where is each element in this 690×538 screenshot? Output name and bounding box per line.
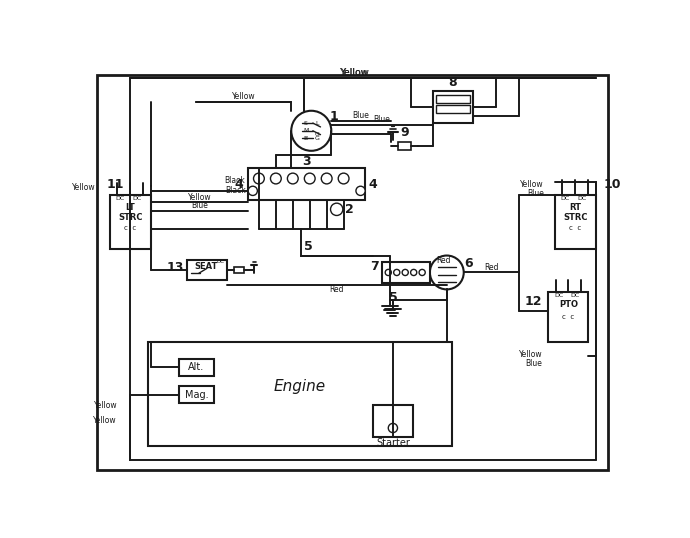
Text: 12: 12 bbox=[525, 295, 542, 308]
Text: 3: 3 bbox=[302, 155, 311, 168]
Text: 4: 4 bbox=[368, 178, 377, 191]
Text: 11: 11 bbox=[106, 178, 124, 191]
Text: 7: 7 bbox=[370, 260, 379, 273]
Text: G: G bbox=[315, 132, 320, 137]
Text: c  c: c c bbox=[562, 314, 575, 320]
Text: Blue: Blue bbox=[191, 201, 208, 210]
Text: L: L bbox=[316, 121, 319, 125]
Bar bbox=[373, 405, 413, 437]
Text: Yellow: Yellow bbox=[72, 183, 96, 192]
Text: DC: DC bbox=[132, 196, 142, 201]
Bar bbox=[398, 143, 411, 150]
Circle shape bbox=[248, 186, 257, 195]
Text: G: G bbox=[315, 136, 320, 141]
Text: DC: DC bbox=[570, 293, 579, 298]
Text: 1: 1 bbox=[330, 110, 339, 123]
Circle shape bbox=[394, 270, 400, 275]
Bar bbox=[235, 267, 244, 273]
Text: Mag.: Mag. bbox=[185, 390, 208, 400]
Text: RT: RT bbox=[569, 202, 582, 211]
Bar bbox=[186, 260, 226, 280]
Bar bbox=[148, 342, 452, 447]
Circle shape bbox=[304, 173, 315, 184]
Text: M: M bbox=[303, 128, 308, 133]
Circle shape bbox=[338, 173, 349, 184]
Bar bbox=[179, 359, 215, 376]
Bar bbox=[436, 105, 470, 113]
Text: Red: Red bbox=[484, 263, 499, 272]
Text: Alt.: Alt. bbox=[188, 362, 205, 372]
Bar bbox=[549, 293, 589, 342]
Circle shape bbox=[331, 203, 343, 216]
Circle shape bbox=[291, 111, 331, 151]
Bar bbox=[179, 386, 215, 404]
Text: 9: 9 bbox=[400, 126, 408, 139]
Bar bbox=[555, 195, 596, 249]
Text: Yellow: Yellow bbox=[188, 193, 211, 202]
Text: Yellow: Yellow bbox=[94, 401, 117, 410]
Text: Yellow: Yellow bbox=[232, 91, 255, 101]
Text: c  c: c c bbox=[124, 225, 137, 231]
Bar bbox=[433, 91, 473, 123]
Text: Yellow: Yellow bbox=[519, 350, 542, 359]
Circle shape bbox=[385, 270, 391, 275]
Circle shape bbox=[270, 173, 282, 184]
Text: DC: DC bbox=[217, 259, 224, 264]
Text: STRC: STRC bbox=[118, 213, 143, 222]
Text: Blue: Blue bbox=[352, 111, 369, 120]
Bar bbox=[382, 261, 430, 283]
Circle shape bbox=[388, 423, 397, 433]
Text: Red: Red bbox=[437, 256, 451, 265]
Bar bbox=[436, 95, 470, 103]
Text: 5: 5 bbox=[304, 240, 313, 253]
Text: S: S bbox=[304, 121, 308, 125]
Text: 5: 5 bbox=[388, 291, 397, 303]
Text: 13: 13 bbox=[166, 261, 184, 274]
Text: 4: 4 bbox=[235, 178, 244, 191]
Text: Engine: Engine bbox=[274, 379, 326, 394]
Text: SEAT: SEAT bbox=[195, 262, 218, 271]
Text: Yellow: Yellow bbox=[93, 416, 117, 425]
Text: B: B bbox=[304, 136, 308, 141]
Text: PTO: PTO bbox=[559, 300, 578, 309]
Text: 6: 6 bbox=[464, 257, 473, 270]
Text: DC: DC bbox=[578, 196, 587, 201]
Text: 10: 10 bbox=[604, 178, 622, 191]
Text: DC: DC bbox=[116, 196, 125, 201]
Text: Black: Black bbox=[225, 186, 246, 195]
Text: Yellow: Yellow bbox=[520, 180, 544, 189]
Circle shape bbox=[322, 173, 332, 184]
Text: LT: LT bbox=[126, 202, 135, 211]
Text: Starter: Starter bbox=[376, 438, 410, 448]
Circle shape bbox=[288, 173, 298, 184]
Text: Red: Red bbox=[329, 285, 344, 294]
Bar bbox=[248, 168, 365, 200]
Text: Black: Black bbox=[224, 175, 245, 185]
Circle shape bbox=[402, 270, 408, 275]
Circle shape bbox=[356, 186, 365, 195]
Text: c  c: c c bbox=[569, 225, 582, 231]
Text: DC: DC bbox=[561, 196, 570, 201]
Bar bbox=[110, 195, 151, 249]
Text: DC: DC bbox=[555, 293, 564, 298]
Text: STRC: STRC bbox=[563, 213, 588, 222]
Text: Blue: Blue bbox=[374, 115, 391, 124]
Circle shape bbox=[411, 270, 417, 275]
Text: Yellow: Yellow bbox=[339, 68, 368, 78]
Text: 8: 8 bbox=[448, 76, 457, 89]
Text: Blue: Blue bbox=[525, 359, 542, 368]
Text: Blue: Blue bbox=[527, 189, 544, 199]
Text: 2: 2 bbox=[346, 203, 354, 216]
Text: Yellow: Yellow bbox=[339, 68, 368, 77]
Circle shape bbox=[430, 256, 464, 289]
Circle shape bbox=[419, 270, 425, 275]
Circle shape bbox=[253, 173, 264, 184]
